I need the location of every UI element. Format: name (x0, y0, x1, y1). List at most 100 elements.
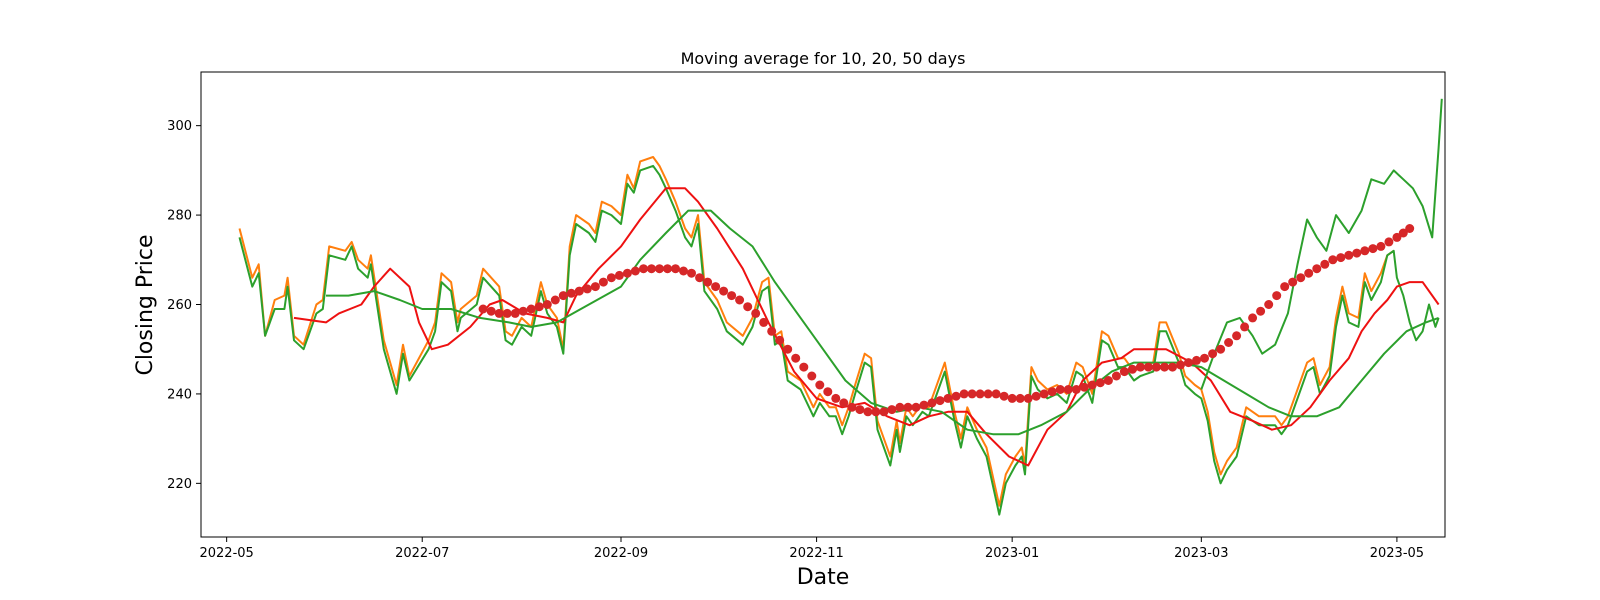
y-axis-label: Closing Price (133, 234, 158, 375)
scatter-point (1344, 250, 1354, 260)
scatter-point (526, 304, 536, 314)
scatter-point (1360, 246, 1370, 256)
scatter-point (574, 286, 584, 296)
scatter-point (1248, 313, 1258, 323)
scatter-point (1143, 362, 1153, 372)
scatter-point (590, 282, 600, 292)
scatter-point (1071, 385, 1081, 394)
scatter-point (975, 389, 985, 399)
scatter-point (783, 344, 793, 354)
scatter-point (1023, 393, 1033, 403)
x-tick-label: 2022-05 (199, 546, 253, 561)
y-tick-label: 260 (167, 298, 192, 313)
scatter-point (959, 389, 969, 399)
y-axis-ticks: 220 240 260 280 300 (167, 119, 201, 492)
scatter-point (887, 405, 897, 415)
scatter-point (566, 288, 576, 298)
scatter-point (1087, 380, 1097, 390)
scatter-point (791, 353, 801, 363)
scatter-point (1405, 224, 1415, 233)
scatter-point (679, 266, 688, 276)
scatter-point (951, 391, 961, 401)
x-axis-ticks: 2022-05 2022-07 2022-09 2022-11 2023-01 2023-… (199, 537, 1424, 561)
scatter-point (807, 371, 817, 381)
scatter-point (1015, 393, 1025, 403)
scatter-point (1296, 273, 1306, 283)
scatter-point (1216, 344, 1226, 354)
plot-area-frame (200, 71, 1446, 538)
series-line-0 (238, 156, 1395, 507)
scatter-point (655, 264, 664, 274)
scatter-point (606, 273, 616, 283)
series-line-1 (238, 164, 1440, 516)
scatter-point (1103, 376, 1113, 385)
series-line-2 (293, 187, 1440, 467)
scatter-point (919, 400, 929, 410)
scatter-point (927, 398, 937, 408)
scatter-point (534, 302, 544, 312)
scatter-point (1398, 228, 1408, 238)
scatter-point (1208, 349, 1218, 359)
scatter-point (550, 295, 560, 305)
scatter-point (847, 402, 857, 412)
scatter-point (1320, 259, 1330, 269)
scatter-point (711, 282, 721, 292)
scatter-point (478, 304, 488, 314)
scatter-point (1264, 300, 1274, 309)
scatter-point (743, 302, 753, 312)
scatter-point (767, 326, 777, 336)
scatter-point (727, 291, 737, 301)
scatter-point (1384, 237, 1394, 247)
scatter-point (1176, 360, 1185, 370)
scatter-point (671, 264, 680, 274)
x-axis-label: Date (797, 565, 850, 590)
scatter-point (663, 264, 672, 274)
x-tick-label: 2022-11 (789, 546, 843, 561)
scatter-point (839, 398, 849, 408)
scatter-point (735, 295, 745, 305)
ma-series-line-0 (326, 209, 1439, 436)
scatter-point (647, 264, 656, 274)
scatter-point (1352, 248, 1362, 258)
scatter-point (815, 380, 825, 390)
scatter-point (1304, 268, 1314, 278)
scatter-point (1368, 244, 1378, 254)
scatter-point (1312, 264, 1322, 274)
scatter-point (687, 268, 696, 278)
scatter-point (486, 306, 496, 316)
y-tick-label: 240 (167, 387, 192, 402)
scatter-point (1055, 385, 1065, 394)
x-tick-label: 2022-07 (395, 546, 449, 561)
scatter-point (831, 393, 841, 403)
scatter-point (502, 308, 512, 318)
y-tick-label: 300 (167, 119, 192, 134)
scatter-point (598, 277, 608, 287)
scatter-point (719, 286, 729, 296)
y-tick-label: 220 (167, 477, 192, 492)
scatter-point (1288, 277, 1298, 287)
scatter-point (1328, 255, 1338, 265)
scatter-point (1232, 331, 1242, 341)
scatter-point (775, 335, 785, 345)
scatter-point (871, 407, 881, 417)
scatter-point (967, 389, 977, 399)
scatter-point (582, 284, 592, 294)
scatter-point (1039, 389, 1049, 399)
scatter-point (558, 291, 568, 301)
scatter-point (1240, 322, 1250, 332)
scatter-point (1184, 358, 1193, 368)
x-tick-label: 2023-03 (1174, 546, 1228, 561)
scatter-point (903, 402, 913, 412)
scatter-point (895, 402, 905, 412)
late-series-line-0 (1200, 98, 1443, 390)
scatter-point (1127, 364, 1137, 374)
scatter-point (935, 396, 945, 406)
scatter-point (999, 391, 1009, 401)
scatter-point (1047, 387, 1057, 397)
scatter-point (983, 389, 993, 399)
x-tick-label: 2023-01 (985, 546, 1039, 561)
x-tick-label: 2023-05 (1370, 546, 1424, 561)
scatter-point (911, 402, 921, 412)
